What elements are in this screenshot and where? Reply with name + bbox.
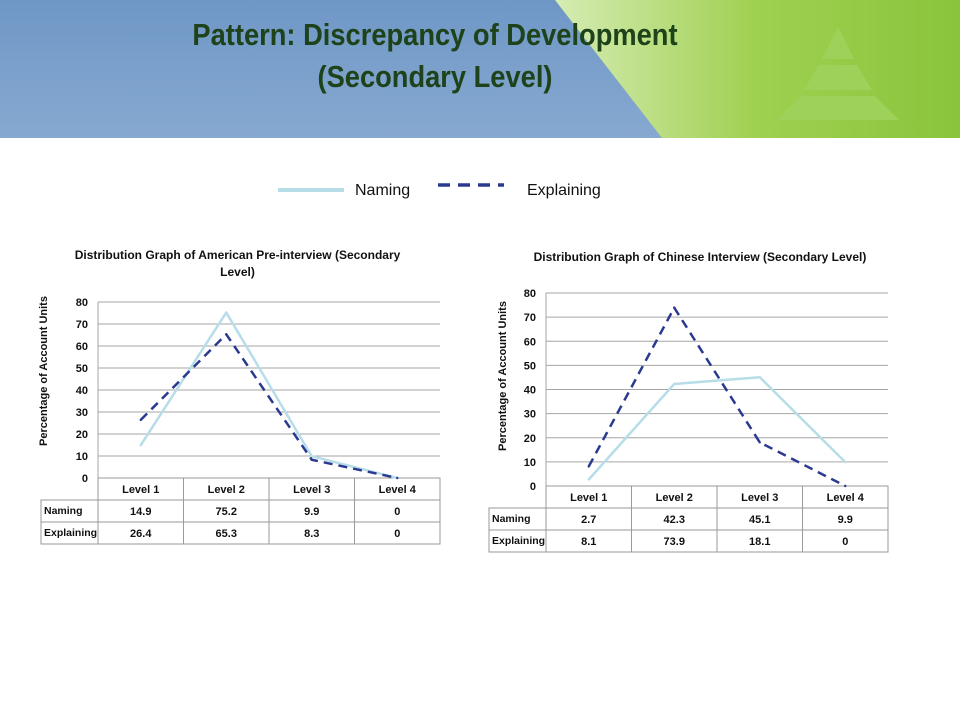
chinese-chart: Distribution Graph of Chinese Interview …: [488, 240, 890, 560]
data-label: 2.7: [581, 514, 596, 526]
chart-plot: 0 10 20 30 40 50 60 70 80 Level 1 Level 2 Level 3 Le…: [488, 288, 889, 553]
data-point: [587, 478, 590, 481]
legend-naming-label: Naming: [355, 182, 411, 199]
chart-plot: 0 10 20 30 40 50 60 70 80 Level 1 Level 2 Level 3 Le…: [40, 297, 441, 545]
y-tick-label: 70: [76, 319, 88, 331]
data-point: [844, 484, 847, 488]
data-point: [758, 375, 761, 379]
y-tick-label: 70: [524, 312, 536, 324]
data-point: [139, 444, 142, 447]
legend-explaining-swatch: [438, 183, 504, 187]
x-tick-label: Level 3: [741, 492, 778, 504]
data-label: 8.3: [304, 528, 319, 540]
series-line-explaining: [139, 333, 398, 480]
data-point: [758, 441, 761, 444]
chart-title: Distribution Graph of Chinese Interview …: [533, 250, 867, 264]
table-row: [40, 499, 441, 523]
data-label: 26.4: [130, 528, 152, 540]
data-label: 8.1: [581, 536, 596, 548]
y-tick-label: 80: [524, 288, 536, 300]
y-tick-label: 20: [524, 433, 536, 445]
data-label: 18.1: [749, 536, 770, 548]
data-point: [673, 382, 676, 386]
data-point: [587, 465, 590, 468]
data-label: 9.9: [838, 514, 853, 526]
data-point: [673, 306, 676, 309]
pyramid-logo-icon: [777, 27, 899, 120]
y-tick-label: 30: [524, 409, 536, 421]
data-label: 45.1: [749, 514, 770, 526]
y-tick-label: 0: [82, 473, 88, 485]
y-tick-label: 10: [76, 451, 88, 463]
x-tick-label: Level 4: [827, 492, 865, 504]
y-tick-label: 10: [524, 457, 536, 469]
series-line-explaining: [587, 306, 846, 488]
x-tick-label: Level 2: [208, 484, 245, 496]
data-label: 65.3: [216, 528, 237, 540]
y-tick-label: 50: [76, 363, 88, 375]
slide-title: Pattern: Discrepancy of Development (Sec…: [131, 14, 738, 98]
x-tick-label: Level 4: [379, 484, 417, 496]
y-tick-label: 60: [76, 341, 88, 353]
legend-naming-swatch: [278, 188, 344, 192]
y-tick-label: 40: [76, 385, 88, 397]
series-line-naming: [587, 375, 847, 481]
y-tick-label: 80: [76, 297, 88, 309]
table-row: [488, 507, 889, 531]
data-label: 14.9: [130, 506, 151, 518]
data-point: [396, 476, 399, 480]
y-tick-label: 60: [524, 336, 536, 348]
y-tick-label: 40: [524, 385, 536, 397]
table-series-name: Explaining: [44, 527, 97, 539]
y-tick-label: 30: [76, 407, 88, 419]
data-point: [310, 458, 313, 461]
y-tick-label: 0: [530, 481, 536, 493]
data-point: [225, 333, 228, 336]
data-label: 42.3: [664, 514, 685, 526]
table-series-name: Explaining: [492, 535, 545, 547]
table-row: [40, 521, 441, 545]
data-label: 0: [842, 536, 848, 548]
x-tick-label: Level 2: [656, 492, 693, 504]
table-series-name: Naming: [44, 505, 83, 517]
data-label: 0: [394, 528, 400, 540]
header-banner: [0, 0, 960, 138]
american-chart: Distribution Graph of American Pre-inter…: [38, 240, 441, 550]
data-label: 75.2: [216, 506, 237, 518]
x-tick-label: Level 3: [293, 484, 330, 496]
x-tick-label: Level 1: [122, 484, 159, 496]
data-point: [310, 455, 313, 458]
slide-title-line1: Pattern: Discrepancy of Development: [192, 17, 678, 52]
data-point: [844, 460, 847, 464]
data-label: 73.9: [664, 536, 685, 548]
y-tick-label: 50: [524, 360, 536, 372]
data-label: 0: [394, 506, 400, 518]
slide-title-line2: (Secondary Level): [317, 59, 553, 94]
data-label: 9.9: [304, 506, 319, 518]
data-point: [225, 311, 228, 314]
y-tick-label: 20: [76, 429, 88, 441]
table-row: [488, 529, 889, 553]
data-point: [139, 418, 142, 422]
series-line-naming: [139, 311, 398, 480]
x-tick-label: Level 1: [570, 492, 607, 504]
chart-title: Distribution Graph of American Pre-inter…: [74, 248, 401, 279]
table-series-name: Naming: [492, 513, 531, 525]
legend-explaining-label: Explaining: [527, 182, 601, 199]
